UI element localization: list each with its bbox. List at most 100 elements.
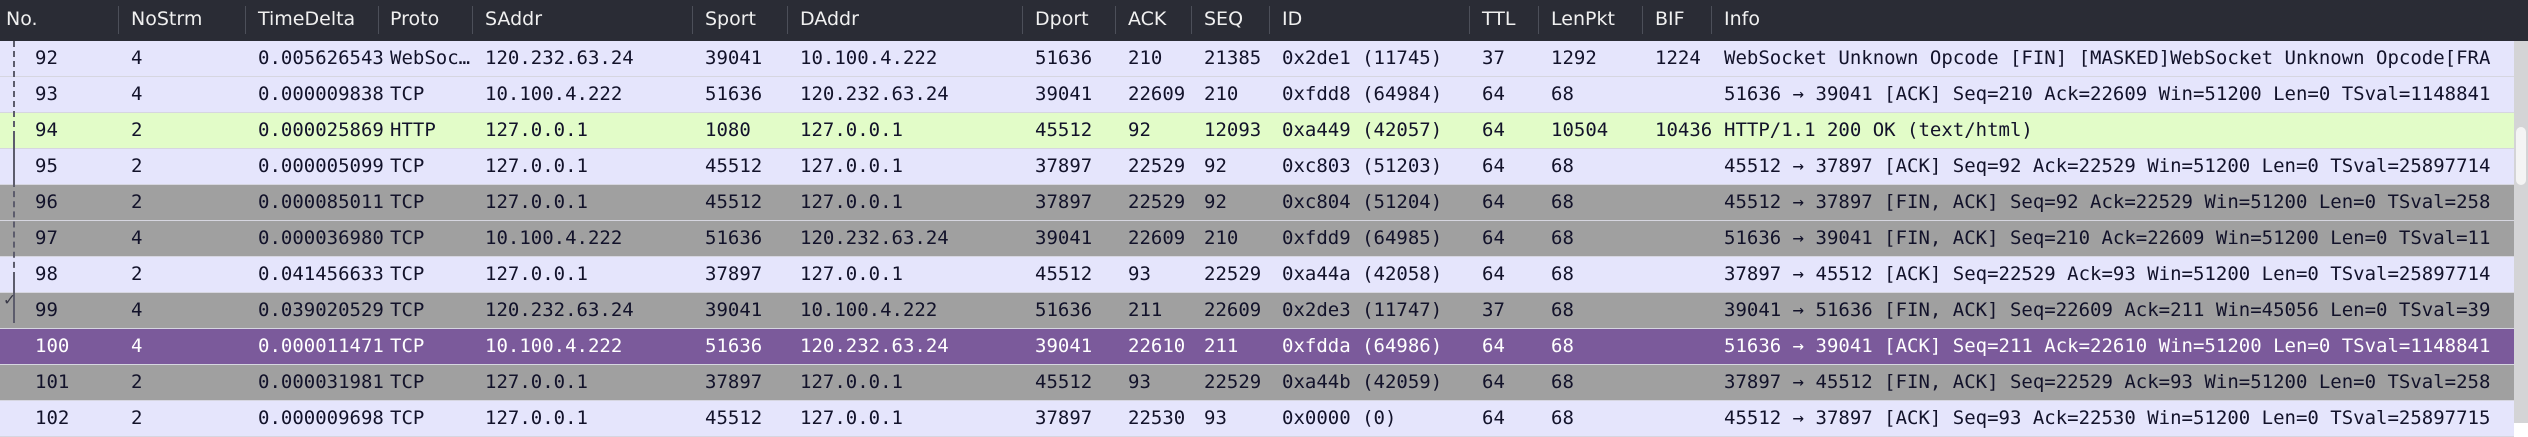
column-header-seq[interactable]: SEQ: [1204, 8, 1244, 30]
column-header-saddr[interactable]: SAddr: [485, 8, 543, 30]
packet-row[interactable]: 92 4 0.005626543 WebSoc… 120.232.63.24 39041 1…: [0, 41, 2514, 77]
cell-proto: HTTP: [390, 119, 436, 141]
cell-timedelta: 0.041456633: [258, 263, 384, 285]
cell-lenpkt: 68: [1551, 335, 1574, 357]
cell-sport: 45512: [705, 407, 763, 429]
packet-row[interactable]: 98 2 0.041456633 TCP 127.0.0.1 37897 127.0.0.1…: [0, 257, 2514, 293]
cell-timedelta: 0.000031981: [258, 371, 384, 393]
column-separator[interactable]: [472, 6, 473, 34]
cell-proto: TCP: [390, 227, 425, 249]
column-header-proto[interactable]: Proto: [390, 8, 440, 30]
cell-info: 37897 → 45512 [ACK] Seq=22529 Ack=93 Win…: [1724, 263, 2491, 285]
column-separator[interactable]: [1711, 6, 1712, 34]
column-separator[interactable]: [118, 6, 119, 34]
column-header-ttl[interactable]: TTL: [1482, 8, 1516, 30]
column-header-sport[interactable]: Sport: [705, 8, 757, 30]
column-header-id[interactable]: ID: [1282, 8, 1303, 30]
cell-id: 0xa44b (42059): [1282, 371, 1443, 393]
column-separator[interactable]: [1642, 6, 1643, 34]
cell-ack: 22610: [1128, 335, 1186, 357]
packet-row[interactable]: 102 2 0.000009698 TCP 127.0.0.1 45512 127.0.0.…: [0, 401, 2514, 437]
cell-lenpkt: 68: [1551, 407, 1574, 429]
cell-timedelta: 0.005626543: [258, 47, 384, 69]
cell-no: 96: [35, 191, 58, 213]
cell-info: 51636 → 39041 [ACK] Seq=211 Ack=22610 Wi…: [1724, 335, 2491, 357]
cell-info: 51636 → 39041 [ACK] Seq=210 Ack=22609 Wi…: [1724, 83, 2491, 105]
cell-nostrm: 2: [131, 155, 143, 177]
cell-bif: 1224: [1655, 47, 1701, 69]
cell-dport: 39041: [1035, 227, 1093, 249]
vertical-scrollbar[interactable]: [2514, 41, 2528, 423]
column-header-bif[interactable]: BIF: [1655, 8, 1685, 30]
cell-proto: TCP: [390, 407, 425, 429]
cell-ttl: 64: [1482, 155, 1505, 177]
scrollbar-thumb[interactable]: [2516, 127, 2526, 185]
cell-dport: 39041: [1035, 335, 1093, 357]
cell-seq: 22529: [1204, 263, 1262, 285]
column-separator[interactable]: [1469, 6, 1470, 34]
cell-ack: 93: [1128, 263, 1151, 285]
column-separator[interactable]: [1191, 6, 1192, 34]
cell-sport: 39041: [705, 299, 763, 321]
cell-timedelta: 0.000085011: [258, 191, 384, 213]
cell-no: 95: [35, 155, 58, 177]
cell-no: 92: [35, 47, 58, 69]
cell-nostrm: 2: [131, 371, 143, 393]
cell-info: 45512 → 37897 [ACK] Seq=93 Ack=22530 Win…: [1724, 407, 2491, 429]
packet-row[interactable]: 99 4 0.039020529 TCP 120.232.63.24 39041 10.10…: [0, 293, 2514, 329]
column-separator[interactable]: [1115, 6, 1116, 34]
cell-seq: 22529: [1204, 371, 1262, 393]
cell-no: 101: [35, 371, 70, 393]
cell-seq: 21385: [1204, 47, 1262, 69]
column-header-lenpkt[interactable]: LenPkt: [1551, 8, 1615, 30]
cell-lenpkt: 68: [1551, 371, 1574, 393]
cell-sport: 45512: [705, 155, 763, 177]
column-separator[interactable]: [378, 6, 379, 34]
packet-row[interactable]: 101 2 0.000031981 TCP 127.0.0.1 37897 127.0.0.…: [0, 365, 2514, 401]
cell-timedelta: 0.000009838: [258, 83, 384, 105]
cell-timedelta: 0.000009698: [258, 407, 384, 429]
cell-sport: 1080: [705, 119, 751, 141]
column-header-nostrm[interactable]: NoStrm: [131, 8, 203, 30]
cell-id: 0x2de3 (11747): [1282, 299, 1443, 321]
cell-daddr: 127.0.0.1: [800, 407, 903, 429]
packet-row[interactable]: 96 2 0.000085011 TCP 127.0.0.1 45512 127.0.0.1…: [0, 185, 2514, 221]
packet-row[interactable]: 97 4 0.000036980 TCP 10.100.4.222 51636 120.23…: [0, 221, 2514, 257]
column-separator[interactable]: [1538, 6, 1539, 34]
cell-ttl: 64: [1482, 371, 1505, 393]
cell-ttl: 64: [1482, 335, 1505, 357]
cell-saddr: 127.0.0.1: [485, 263, 588, 285]
cell-nostrm: 4: [131, 47, 143, 69]
column-separator[interactable]: [1269, 6, 1270, 34]
column-header-no[interactable]: No.: [6, 8, 38, 30]
packet-row[interactable]: 95 2 0.000005099 TCP 127.0.0.1 45512 127.0.0.1…: [0, 149, 2514, 185]
packet-row[interactable]: 100 4 0.000011471 TCP 10.100.4.222 51636 120.2…: [0, 329, 2514, 365]
cell-lenpkt: 10504: [1551, 119, 1609, 141]
column-header-ack[interactable]: ACK: [1128, 8, 1167, 30]
column-separator[interactable]: [245, 6, 246, 34]
cell-timedelta: 0.000005099: [258, 155, 384, 177]
cell-ttl: 64: [1482, 263, 1505, 285]
cell-daddr: 120.232.63.24: [800, 83, 949, 105]
cell-id: 0x0000 (0): [1282, 407, 1397, 429]
cell-dport: 37897: [1035, 407, 1093, 429]
packet-row[interactable]: 94 2 0.000025869 HTTP 127.0.0.1 1080 127.0.0.1…: [0, 113, 2514, 149]
cell-dport: 45512: [1035, 119, 1093, 141]
cell-nostrm: 2: [131, 119, 143, 141]
column-header-daddr[interactable]: DAddr: [800, 8, 859, 30]
conversation-tree-lines: [13, 41, 15, 423]
column-separator[interactable]: [1022, 6, 1023, 34]
column-header-timedelta[interactable]: TimeDelta: [258, 8, 356, 30]
cell-saddr: 127.0.0.1: [485, 155, 588, 177]
column-header-info[interactable]: Info: [1724, 8, 1760, 30]
cell-sport: 39041: [705, 47, 763, 69]
cell-bif: 10436: [1655, 119, 1713, 141]
column-separator[interactable]: [787, 6, 788, 34]
packet-row[interactable]: 93 4 0.000009838 TCP 10.100.4.222 51636 120.23…: [0, 77, 2514, 113]
cell-saddr: 127.0.0.1: [485, 371, 588, 393]
cell-ack: 22530: [1128, 407, 1186, 429]
column-separator[interactable]: [692, 6, 693, 34]
cell-no: 94: [35, 119, 58, 141]
column-header-dport[interactable]: Dport: [1035, 8, 1089, 30]
checkmark-icon: ✓: [4, 289, 15, 310]
